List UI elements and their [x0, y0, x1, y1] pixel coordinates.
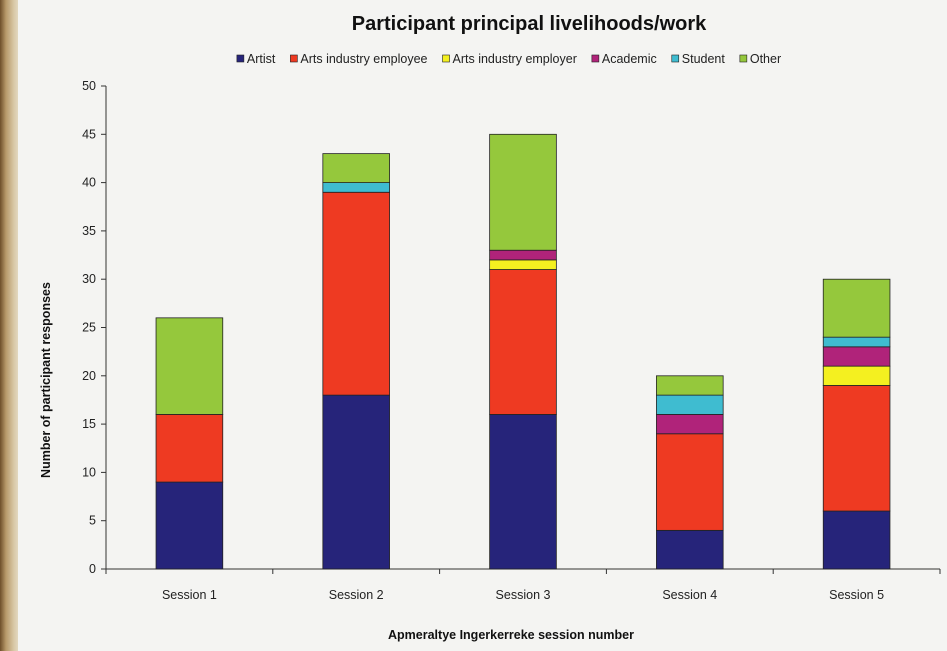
legend-item: Arts industry employee — [290, 52, 428, 66]
legend-swatch — [591, 54, 600, 63]
legend-swatch — [290, 54, 298, 63]
legend-label: Student — [682, 52, 726, 66]
bar-segment-artist — [656, 529, 724, 570]
bar-segment-arts-industry-employee — [155, 414, 224, 483]
legend: Artist Arts industry employee Arts industr… — [236, 52, 781, 66]
bar-segment-other — [489, 133, 557, 251]
chart-title: Participant principal livelihoods/work — [352, 13, 707, 35]
legend-swatch — [442, 54, 450, 63]
bar-segment-other — [322, 153, 390, 183]
x-tick-label: Session 5 — [829, 588, 884, 602]
bar-segment-academic — [489, 249, 557, 261]
legend-label: Academic — [602, 52, 657, 66]
bar-segment-other — [155, 317, 224, 415]
legend-item: Other — [739, 52, 781, 66]
bar-segment-student — [656, 394, 724, 415]
x-tick-label: Session 1 — [162, 588, 217, 602]
y-axis: 0 5 10 15 20 25 30 35 40 45 50 — [82, 79, 107, 576]
legend-item: Academic — [591, 52, 657, 66]
y-tick-label: 40 — [82, 176, 96, 190]
legend-swatch — [671, 54, 680, 63]
bar-segment-student — [322, 182, 390, 193]
bar-segment-arts-industry-employee — [489, 269, 557, 415]
legend-label: Arts industry employer — [453, 52, 577, 66]
y-tick-label: 15 — [82, 417, 96, 431]
x-axis: Session 1 Session 2 Session 3 Session 4 Sess… — [105, 568, 941, 602]
y-tick-label: 30 — [82, 272, 96, 286]
legend-swatch — [236, 54, 245, 63]
bars — [155, 133, 891, 570]
legend-label: Other — [750, 52, 781, 66]
y-tick-label: 20 — [82, 369, 96, 383]
bar-segment-artist — [822, 510, 891, 570]
y-tick-label: 0 — [89, 562, 96, 576]
bar-segment-academic — [656, 414, 724, 435]
bar-segment-arts-industry-employee — [322, 191, 390, 396]
x-axis-label: Apmeraltye Ingerkerreke session number — [388, 628, 634, 642]
bar-segment-artist — [155, 481, 224, 570]
bar-segment-student — [822, 336, 891, 348]
y-tick-label: 50 — [82, 79, 96, 93]
bar-segment-artist — [322, 394, 390, 570]
bar-segment-arts-industry-employer — [822, 365, 891, 386]
y-tick-label: 45 — [82, 127, 96, 141]
y-tick-label: 10 — [82, 465, 96, 479]
y-tick-label: 5 — [89, 514, 96, 528]
x-tick-label: Session 4 — [662, 588, 717, 602]
bar-segment-other — [656, 375, 724, 396]
y-axis-label: Number of participant responses — [39, 282, 53, 478]
legend-item: Artist — [236, 52, 276, 66]
legend-item: Student — [671, 52, 726, 66]
bar-segment-artist — [489, 414, 557, 570]
bar-segment-other — [822, 278, 891, 338]
bar-segment-arts-industry-employer — [489, 259, 557, 270]
legend-item: Arts industry employer — [442, 52, 577, 66]
bar-segment-arts-industry-employee — [656, 433, 724, 531]
y-tick-label: 25 — [82, 321, 96, 335]
legend-label: Artist — [247, 52, 276, 66]
x-tick-label: Session 3 — [496, 588, 551, 602]
bar-segment-academic — [822, 346, 891, 367]
legend-label: Arts industry employee — [300, 52, 427, 66]
x-tick-label: Session 2 — [329, 588, 384, 602]
bar-segment-arts-industry-employee — [822, 385, 891, 512]
legend-swatch — [739, 54, 748, 63]
y-tick-label: 35 — [82, 224, 96, 238]
